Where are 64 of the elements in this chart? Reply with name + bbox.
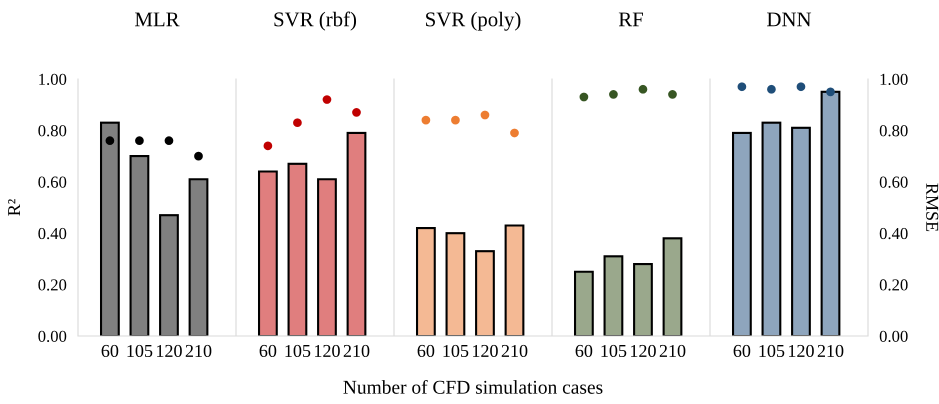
bar xyxy=(159,214,179,336)
bar xyxy=(574,270,594,336)
chart-title: DNN xyxy=(767,12,812,26)
bar xyxy=(762,122,782,336)
y2-axis-title: RMSE xyxy=(926,183,938,232)
bar xyxy=(416,227,436,336)
bar xyxy=(130,155,150,336)
y2-tick-label: 0.00 xyxy=(880,330,908,342)
bar xyxy=(732,132,752,336)
y2-tick-label: 0.40 xyxy=(880,228,908,240)
bar xyxy=(820,90,840,336)
bar xyxy=(791,126,811,336)
bar xyxy=(258,170,278,336)
bar xyxy=(188,178,208,336)
point xyxy=(264,141,272,150)
x-tick-label: 210 xyxy=(660,344,686,358)
x-tick-label: 120 xyxy=(789,344,814,358)
x-tick-label: 105 xyxy=(285,344,310,358)
x-tick-label: 120 xyxy=(157,344,182,358)
bar xyxy=(288,162,308,336)
x-tick-label: 105 xyxy=(601,344,626,358)
x-tick-label: 120 xyxy=(631,344,656,358)
x-axis-title: Number of CFD simulation cases xyxy=(343,380,602,394)
chart-title: MLR xyxy=(135,12,180,26)
x-tick-label: 60 xyxy=(576,344,592,358)
y-axis-title: R² xyxy=(8,199,20,216)
y-tick-label: 0.40 xyxy=(38,228,66,240)
y-tick-label: 0.80 xyxy=(38,125,66,136)
point xyxy=(322,95,332,104)
x-tick-label: 105 xyxy=(759,344,784,358)
chart-title: SVR (poly) xyxy=(426,12,520,31)
chart-title: RF xyxy=(618,12,643,26)
bar xyxy=(346,132,366,336)
point xyxy=(293,118,302,128)
bar xyxy=(446,232,466,336)
y2-tick-label: 0.60 xyxy=(880,176,908,188)
y-tick-label: 0.00 xyxy=(38,330,66,342)
x-tick-label: 60 xyxy=(260,344,276,358)
y2-tick-label: 0.20 xyxy=(880,279,908,291)
bar xyxy=(633,262,653,336)
bar xyxy=(662,237,682,336)
y-tick-label: 0.20 xyxy=(38,279,66,291)
x-tick-label: 60 xyxy=(734,344,750,358)
point xyxy=(352,108,361,117)
bar xyxy=(604,255,624,336)
x-tick-label: 210 xyxy=(818,344,844,358)
y-tick-label: 1.00 xyxy=(39,74,66,86)
x-tick-label: 60 xyxy=(102,344,118,358)
y2-tick-label: 0.80 xyxy=(880,125,908,136)
x-tick-label: 210 xyxy=(344,344,370,358)
bar xyxy=(504,224,524,336)
x-tick-label: 120 xyxy=(315,344,340,358)
x-tick-label: 60 xyxy=(418,344,434,358)
x-tick-label: 120 xyxy=(473,344,498,358)
x-tick-label: 210 xyxy=(502,344,528,358)
y-tick-label: 0.60 xyxy=(38,176,66,188)
bar xyxy=(317,178,337,336)
bar xyxy=(475,250,495,336)
y2-tick-label: 1.00 xyxy=(880,74,908,86)
x-tick-label: 210 xyxy=(186,344,212,358)
x-tick-label: 105 xyxy=(443,344,468,358)
bar xyxy=(100,122,120,336)
chart-title: SVR (rbf) xyxy=(274,12,356,31)
x-tick-label: 105 xyxy=(127,344,152,358)
